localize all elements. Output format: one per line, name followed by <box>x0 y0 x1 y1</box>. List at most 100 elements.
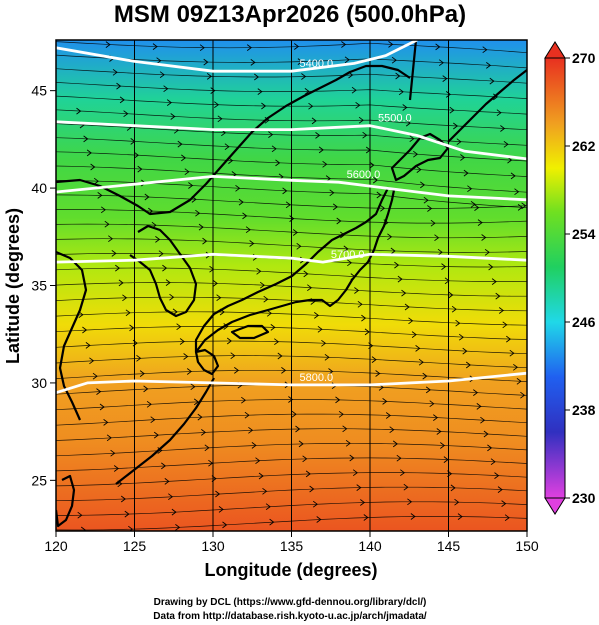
wind-arrow <box>100 206 106 214</box>
wind-arrow <box>481 234 487 241</box>
x-tick-label: 135 <box>280 538 304 554</box>
wind-arrow <box>509 349 515 357</box>
wind-arrow <box>408 317 414 325</box>
wind-arrow <box>116 82 122 90</box>
wind-arrow <box>285 201 291 209</box>
wind-arrow <box>298 440 304 448</box>
wind-arrow <box>223 323 229 330</box>
wind-arrow <box>297 58 303 65</box>
wind-arrow <box>201 429 207 436</box>
contour-line <box>56 371 527 395</box>
wind-arrow <box>110 449 116 457</box>
wind-arrow <box>111 250 117 257</box>
wind-arrow <box>449 106 455 114</box>
wind-arrow <box>342 425 348 433</box>
wind-arrow <box>415 345 421 352</box>
contour-line <box>56 175 527 202</box>
coastline-ryukyu <box>115 377 215 485</box>
wind-arrow <box>277 352 283 360</box>
wind-arrow <box>115 264 121 272</box>
contour-line <box>56 40 418 73</box>
wind-arrow <box>398 88 404 96</box>
wind-arrow <box>425 386 431 394</box>
coastline-korea <box>129 224 198 318</box>
wind-arrow <box>82 326 88 334</box>
wind-arrow <box>261 102 267 110</box>
wind-arrow <box>250 59 256 66</box>
coastline-japan-kyushu <box>194 348 220 376</box>
wind-arrow <box>453 122 459 130</box>
wind-arrow <box>372 176 378 184</box>
wind-arrow <box>255 457 261 465</box>
coastline-sakhalin <box>408 40 418 101</box>
wind-arrow <box>133 151 139 159</box>
wind-arrow <box>314 312 320 319</box>
wind-arrow <box>410 513 416 520</box>
wind-arrow <box>104 220 110 228</box>
wind-arrow <box>171 508 177 516</box>
wind-arrow <box>199 44 205 52</box>
wind-arrow <box>218 506 224 513</box>
wind-arrow <box>420 181 426 189</box>
wind-arrow <box>262 487 268 495</box>
wind-arrow <box>76 107 82 115</box>
wind-arrow <box>106 434 112 442</box>
x-axis-ticks: 120 125 130 135 140 145 150 <box>44 531 539 554</box>
wind-arrow <box>458 333 464 341</box>
plot-area: 5400.0 5500.0 5600.0 5700.0 5800.0 120 125 130… <box>31 39 539 554</box>
wind-arrow <box>119 96 125 104</box>
wind-arrow <box>487 444 493 452</box>
wind-arrow <box>388 41 394 48</box>
wind-arrow <box>404 303 410 311</box>
wind-arrow <box>500 125 506 132</box>
wind-arrow <box>206 73 212 80</box>
wind-arrow <box>407 498 413 506</box>
wind-arrow <box>188 182 194 189</box>
colorbar-max-triangle <box>544 41 566 59</box>
wind-arrow <box>238 198 244 206</box>
wind-arrow <box>259 281 265 289</box>
wind-arrow <box>390 247 396 255</box>
wind-arrow <box>112 68 118 76</box>
x-tick-label: 130 <box>201 538 225 554</box>
wind-arrow <box>241 396 247 404</box>
wind-arrow <box>168 493 174 501</box>
wind-arrow <box>234 367 240 374</box>
wind-arrow <box>441 263 447 270</box>
wind-arrow <box>202 237 208 245</box>
wind-arrow <box>158 250 164 258</box>
wind-arrow <box>394 261 400 269</box>
wind-arrow <box>169 293 175 301</box>
wind-arrow <box>450 484 456 492</box>
wind-arrow <box>164 478 170 485</box>
wind-arrow <box>465 361 471 369</box>
coastline-russia-china <box>56 64 411 216</box>
wind-arrow <box>392 440 398 448</box>
wind-arrow <box>308 102 314 110</box>
wind-arrow <box>222 521 228 529</box>
wind-arrow <box>281 367 287 374</box>
wind-arrow <box>230 352 236 360</box>
wind-arrow <box>349 454 355 462</box>
wind-arrow <box>316 516 322 523</box>
wind-arrow <box>355 101 361 109</box>
wind-arrow <box>360 499 366 506</box>
x-axis-label: Longitude (degrees) <box>204 560 377 580</box>
wind-arrow <box>309 485 315 493</box>
wind-arrow <box>396 454 402 462</box>
colorbar-min-triangle <box>544 497 566 515</box>
wind-arrow <box>457 513 463 520</box>
wind-arrow <box>488 263 494 271</box>
wind-arrow <box>80 526 86 531</box>
wind-arrow <box>489 77 495 85</box>
wind-arrow <box>303 270 309 278</box>
wind-arrow <box>295 425 301 433</box>
wind-arrow <box>150 416 156 424</box>
wind-arrow <box>248 426 254 434</box>
contour-line <box>56 252 527 264</box>
chart-title: MSM 09Z13Apr2026 (500.0hPa) <box>114 1 466 28</box>
wind-arrow <box>497 486 503 493</box>
wind-arrow <box>496 109 502 117</box>
wind-arrow <box>242 212 248 220</box>
